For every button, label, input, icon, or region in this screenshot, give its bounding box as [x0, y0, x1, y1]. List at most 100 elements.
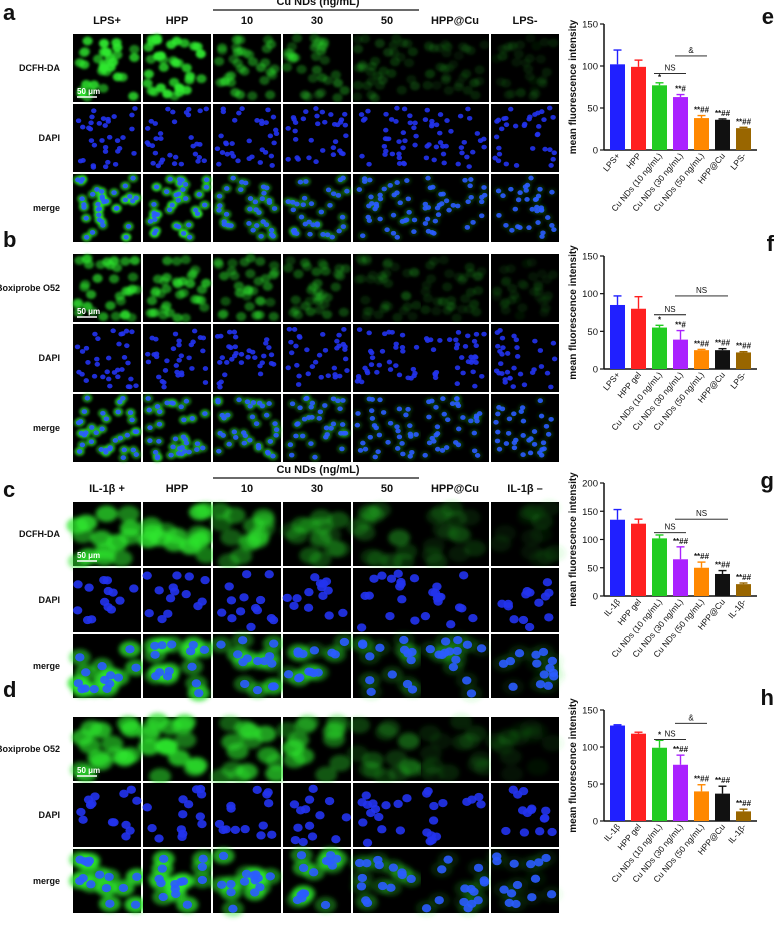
micrograph-a-2-0 [72, 173, 142, 242]
micrograph-d-1-3 [283, 783, 352, 847]
y-tick-label-g-3: 150 [582, 507, 598, 518]
column-header-a-4: 50 [381, 15, 393, 27]
micrograph-b-2-1 [143, 394, 211, 463]
y-tick-label-f-1: 50 [587, 327, 598, 338]
micrograph-c-0-6 [489, 499, 566, 568]
row-label-c-2: merge [33, 661, 60, 671]
micrograph-a-0-6 [491, 33, 559, 102]
significance-label-f-5: **## [715, 339, 731, 348]
micrograph-c-1-0 [72, 568, 141, 632]
micrograph-b-2-0 [73, 393, 142, 463]
micrograph-c-2-1 [143, 634, 216, 702]
significance-label-h-2: * [658, 730, 662, 739]
micrograph-a-1-6 [491, 104, 559, 172]
micrograph-a-0-3 [281, 33, 351, 103]
bar-h-0 [610, 725, 625, 821]
y-tick-label-h-3: 150 [582, 706, 598, 717]
column-header-a-2: 10 [241, 15, 253, 27]
micrograph-d-2-1 [143, 849, 215, 913]
row-label-d-0: BBoxiprobe O52 [0, 744, 60, 754]
significance-label-f-3: **# [675, 321, 686, 330]
panel-letter-f: f [767, 231, 775, 256]
column-header-a-5: HPP@Cu [431, 15, 479, 27]
micrograph-c-1-5 [420, 568, 489, 632]
bar-g-0 [610, 519, 625, 596]
micrograph-d-2-3 [283, 846, 351, 914]
significance-label-e-6: **## [736, 117, 752, 126]
y-tick-label-e-2: 100 [582, 62, 598, 73]
image-panel-d: d BBoxiprobe O52 50 μm DAPI merge [0, 677, 564, 917]
bar-g-5 [715, 573, 730, 596]
micrograph-b-1-6 [491, 324, 559, 392]
y-axis-label-h: mean fluorescence intensity [568, 698, 579, 833]
row-label-b-0: BBoxiprobe O52 [0, 283, 60, 293]
micrograph-d-1-5 [421, 783, 489, 847]
bar-h-5 [715, 793, 730, 821]
micrograph-c-0-1 [137, 502, 218, 566]
micrograph-c-0-2 [209, 502, 281, 571]
significance-label-e-4: **## [694, 106, 710, 115]
y-tick-label-f-3: 150 [582, 252, 598, 263]
row-label-b-2: merge [33, 423, 60, 433]
significance-label-f-6: **## [736, 342, 752, 351]
micrograph-a-2-5 [420, 173, 490, 242]
micrograph-b-0-6 [491, 254, 559, 322]
significance-label-e-2: * [658, 73, 662, 82]
comparison-label-f-0: NS [664, 305, 675, 314]
micrograph-c-2-4 [351, 631, 424, 701]
micrograph-c-2-2 [209, 631, 286, 699]
micrograph-c-0-0: 50 μm [66, 502, 142, 570]
column-header-a-0: LPS+ [93, 15, 121, 27]
bar-f-5 [715, 350, 730, 369]
significance-label-f-4: **## [694, 339, 710, 348]
y-tick-label-g-0: 0 [593, 592, 598, 603]
micrograph-c-1-2 [213, 568, 281, 632]
micrograph-b-1-1 [143, 324, 211, 392]
row-label-b-1: DAPI [38, 353, 60, 363]
image-panel-b: b BBoxiprobe O52 50 μm DAPI merge [0, 227, 559, 463]
micrograph-a-1-2 [213, 104, 281, 172]
micrograph-d-0-5 [415, 713, 496, 784]
micrograph-c-2-6 [491, 634, 565, 698]
significance-label-e-5: **## [715, 109, 731, 118]
bar-g-6 [736, 584, 751, 596]
column-header-c-4: 50 [381, 483, 393, 495]
y-axis-label-g: mean fluorescence intensity [568, 472, 579, 607]
micrograph-c-0-3 [280, 502, 351, 568]
y-tick-label-f-2: 100 [582, 289, 598, 300]
bar-g-1 [631, 523, 646, 596]
micrograph-d-0-6 [484, 717, 564, 783]
comparison-label-g-0: NS [664, 523, 675, 532]
significance-label-h-4: **## [694, 775, 710, 784]
category-label-f-6: LPS- [728, 370, 748, 391]
row-label-d-1: DAPI [38, 810, 60, 820]
micrograph-b-2-4 [352, 394, 422, 462]
micrograph-a-1-5 [421, 104, 489, 172]
bar-h-3 [673, 764, 688, 821]
comparison-label-h-0: NS [664, 730, 675, 739]
bar-h-6 [736, 811, 751, 821]
bar-e-5 [715, 119, 730, 150]
y-tick-label-e-0: 0 [593, 146, 598, 157]
micrograph-d-1-6 [491, 783, 559, 847]
significance-label-g-5: **## [715, 561, 731, 570]
column-header-c-3: 30 [311, 483, 323, 495]
row-label-c-0: DCFH-DA [19, 529, 60, 539]
group-header-a: Cu NDs (ng/mL) [276, 0, 359, 8]
row-label-a-2: merge [33, 203, 60, 213]
column-header-c-0: IL-1β + [89, 483, 125, 495]
panel-letter-b: b [3, 227, 16, 252]
row-label-a-1: DAPI [38, 133, 60, 143]
significance-label-g-6: **## [736, 573, 752, 582]
y-axis-label-e: mean fluorescence intensity [568, 19, 579, 154]
micrograph-b-1-5 [421, 324, 489, 392]
y-tick-label-f-0: 0 [593, 365, 598, 376]
comparison-label-e-1: & [688, 46, 694, 55]
bar-e-0 [610, 64, 625, 150]
category-label-e-6: LPS- [728, 151, 748, 172]
y-tick-label-h-0: 0 [593, 817, 598, 828]
bar-g-2 [652, 538, 667, 596]
bar-e-6 [736, 128, 751, 150]
bar-e-3 [673, 97, 688, 150]
